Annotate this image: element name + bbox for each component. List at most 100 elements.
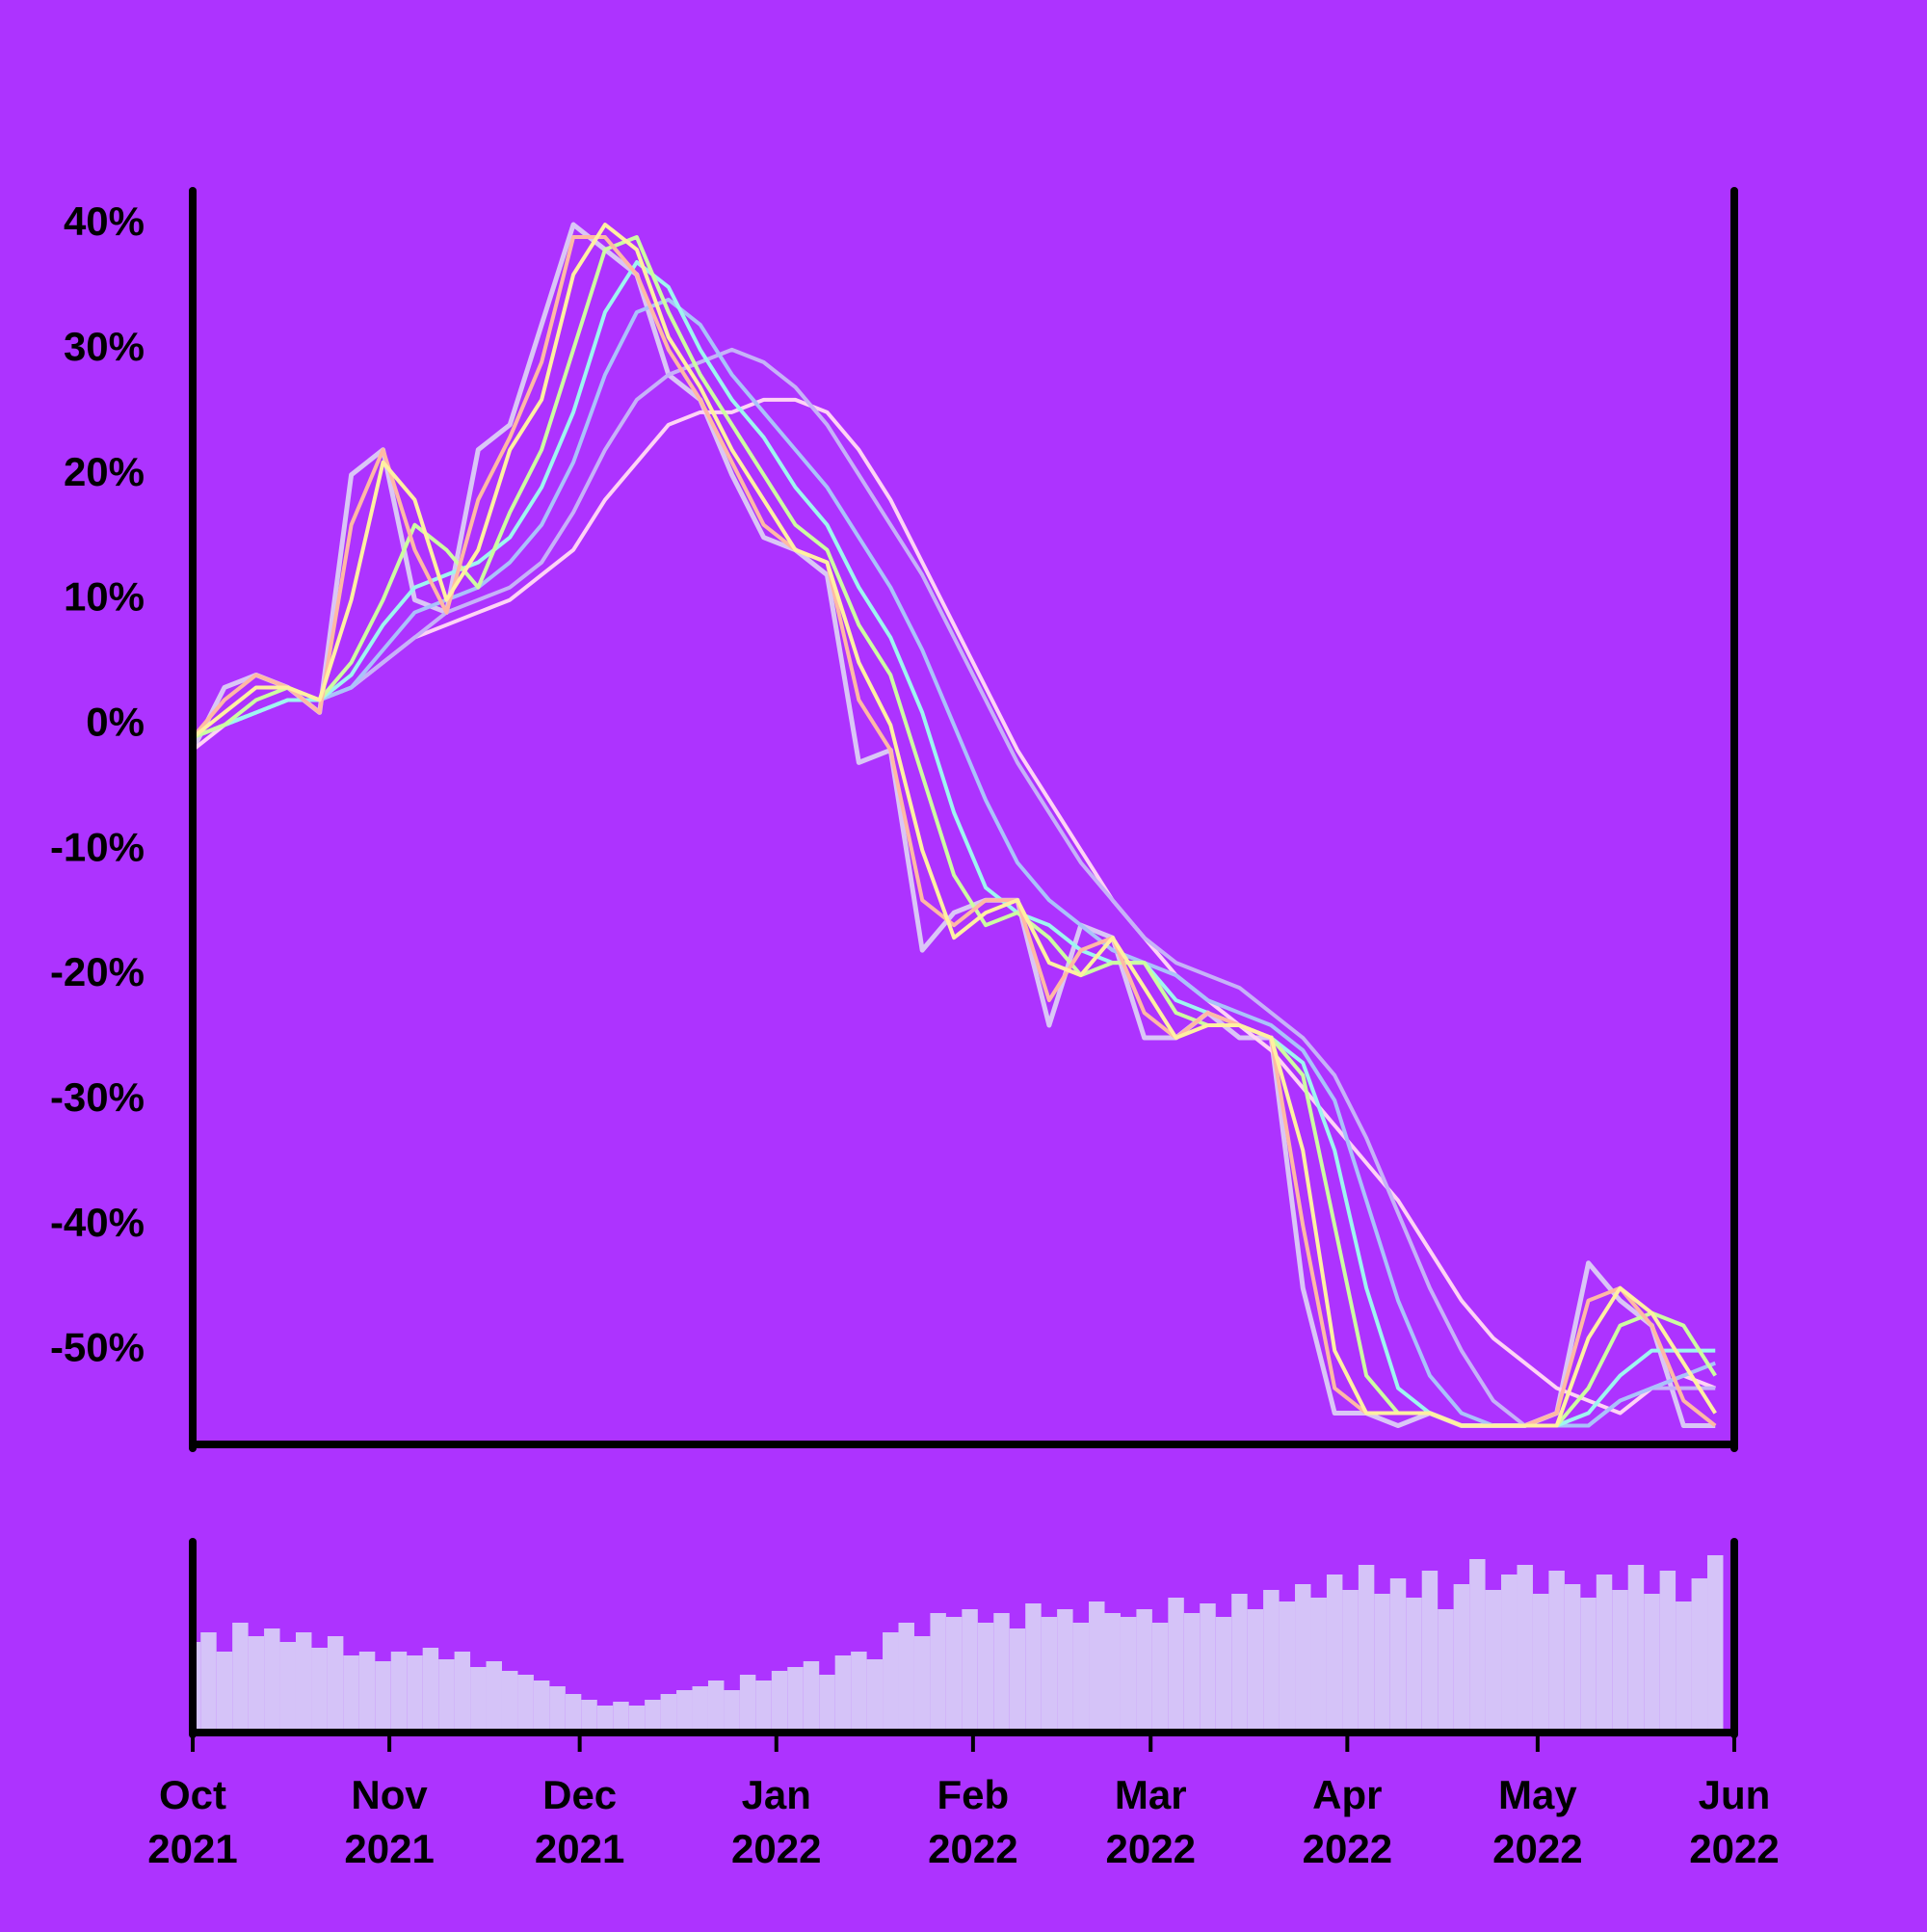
- volume-bar: [1691, 1578, 1708, 1729]
- volume-bar: [422, 1648, 439, 1729]
- volume-bar: [216, 1652, 233, 1729]
- x-tick-label-line: 2022: [1303, 1826, 1392, 1871]
- volume-bar: [1200, 1603, 1216, 1729]
- y-tick-label: -40%: [50, 1200, 145, 1245]
- x-tick-label: Nov 2021: [344, 1772, 434, 1871]
- volume-bar: [1310, 1598, 1327, 1729]
- volume-bar: [1421, 1571, 1439, 1729]
- volume-bar: [866, 1659, 884, 1729]
- volume-bar: [787, 1667, 804, 1729]
- volume-bar: [1120, 1617, 1137, 1729]
- volume-bar: [1659, 1571, 1676, 1729]
- volume-bar: [803, 1661, 820, 1729]
- volume-bar: [343, 1655, 359, 1729]
- volume-bar: [676, 1690, 693, 1729]
- volume-bar: [819, 1675, 835, 1729]
- axes: [189, 187, 1738, 1752]
- volume-bar: [438, 1659, 455, 1729]
- x-tick-label-line: Oct: [159, 1772, 226, 1817]
- volume-bar: [1627, 1565, 1645, 1729]
- volume-bar: [1374, 1594, 1390, 1729]
- volume-bar: [486, 1661, 502, 1729]
- volume-bar: [279, 1642, 296, 1729]
- volume-plot: [197, 1555, 1724, 1729]
- volume-bar: [1469, 1559, 1486, 1729]
- x-tick-label: Jun 2022: [1689, 1772, 1779, 1871]
- volume-bar: [834, 1655, 852, 1729]
- x-tick-label: Dec 2021: [535, 1772, 624, 1871]
- volume-bar: [1676, 1601, 1692, 1729]
- x-tick-label: Jan 2022: [731, 1772, 821, 1871]
- volume-bar: [1025, 1603, 1042, 1729]
- x-tick-label-line: 2022: [731, 1826, 821, 1871]
- volume-bar: [407, 1655, 423, 1729]
- volume-bar: [390, 1652, 408, 1729]
- volume-bar: [1089, 1601, 1105, 1729]
- volume-bar: [1501, 1575, 1518, 1729]
- volume-bar: [962, 1609, 978, 1729]
- volume-bar: [977, 1623, 994, 1729]
- y-tick-label: 0%: [86, 700, 145, 745]
- volume-bar: [1231, 1594, 1248, 1729]
- volume-bar: [660, 1694, 677, 1729]
- volume-bar: [993, 1613, 1010, 1729]
- volume-bar: [1453, 1584, 1470, 1729]
- y-tick-label: -30%: [50, 1074, 145, 1120]
- volume-bar: [913, 1636, 931, 1729]
- volume-bar: [1548, 1571, 1565, 1729]
- y-tick-label: 30%: [64, 324, 145, 369]
- volume-bar: [755, 1681, 772, 1729]
- volume-bar: [1151, 1623, 1169, 1729]
- volume-bar: [1485, 1590, 1502, 1729]
- volume-bar: [248, 1636, 265, 1729]
- volume-bar: [358, 1652, 376, 1729]
- volume-bar: [1168, 1598, 1184, 1729]
- x-tick-label-line: Apr: [1312, 1772, 1382, 1817]
- volume-bar: [470, 1667, 487, 1729]
- volume-bar: [581, 1700, 597, 1729]
- volume-bar: [1041, 1617, 1058, 1729]
- volume-bar: [295, 1632, 312, 1729]
- volume-bar: [1057, 1609, 1073, 1729]
- volume-bar: [724, 1690, 740, 1729]
- x-tick-label-line: Jun: [1699, 1772, 1771, 1817]
- x-tick-label-line: Jan: [742, 1772, 811, 1817]
- x-tick-label-line: 2022: [1492, 1826, 1582, 1871]
- volume-bar: [1136, 1609, 1152, 1729]
- volume-bar: [883, 1632, 899, 1729]
- volume-bar: [549, 1686, 566, 1729]
- volume-bar: [945, 1617, 963, 1729]
- x-tick-label: Feb 2022: [928, 1772, 1017, 1871]
- volume-bar: [1389, 1578, 1407, 1729]
- volume-bar: [771, 1671, 788, 1729]
- volume-bar: [1072, 1623, 1090, 1729]
- volume-bar: [707, 1681, 725, 1729]
- volume-bar: [197, 1642, 201, 1729]
- volume-bar: [1104, 1613, 1121, 1729]
- volume-bar: [739, 1675, 756, 1729]
- x-tick-label-line: Nov: [351, 1772, 428, 1817]
- volume-bar: [1406, 1598, 1422, 1729]
- volume-bar: [1279, 1601, 1296, 1729]
- x-tick-label-line: 2022: [1106, 1826, 1196, 1871]
- price-line: [197, 397, 1716, 1416]
- volume-bar: [375, 1661, 391, 1729]
- volume-bar: [1612, 1590, 1628, 1729]
- volume-bar: [1532, 1594, 1549, 1729]
- x-tick-label: Apr 2022: [1303, 1772, 1392, 1871]
- y-tick-label: 20%: [64, 449, 145, 494]
- volume-bar: [1438, 1609, 1454, 1729]
- volume-bar: [327, 1636, 344, 1729]
- volume-bar: [1247, 1609, 1264, 1729]
- volume-bar: [645, 1700, 661, 1729]
- x-tick-label-line: 2022: [1689, 1826, 1779, 1871]
- volume-bar: [628, 1706, 646, 1729]
- x-tick-label: Mar 2022: [1106, 1772, 1196, 1871]
- x-tick-label-line: Dec: [542, 1772, 617, 1817]
- x-tick-label-line: 2021: [147, 1826, 237, 1871]
- x-tick-label-line: 2021: [535, 1826, 624, 1871]
- x-tick-label-line: May: [1498, 1772, 1577, 1817]
- volume-bar: [930, 1613, 946, 1729]
- volume-bar: [1183, 1613, 1201, 1729]
